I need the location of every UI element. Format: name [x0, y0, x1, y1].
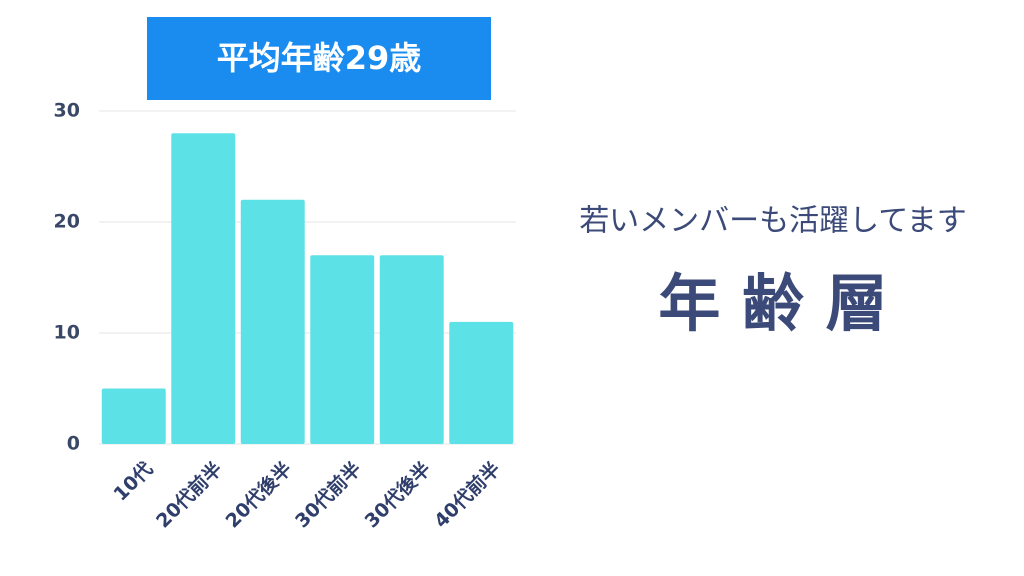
y-tick-label: 30 [54, 100, 80, 122]
x-tick-label: 20代後半 [221, 457, 296, 532]
annotation: 年 齢 層 [658, 267, 887, 340]
y-tick-label: 0 [67, 433, 80, 455]
y-tick-label: 10 [54, 322, 80, 344]
x-tick-label: 20代前半 [151, 457, 226, 532]
y-tick-label: 20 [54, 211, 80, 233]
bar [101, 388, 166, 444]
title-box [147, 17, 491, 100]
x-tick-label: 30代後半 [360, 457, 435, 532]
annotation: 若いメンバーも活躍してます [579, 204, 967, 239]
x-tick-label: 10代 [109, 458, 157, 506]
bar [449, 321, 514, 444]
chart-title: 平均年齢29歳 [217, 39, 422, 77]
bar [379, 255, 444, 444]
x-tick-label: 40代前半 [429, 457, 504, 532]
bar [171, 133, 236, 444]
bar [310, 255, 375, 444]
bar [240, 199, 305, 444]
x-tick-label: 30代前半 [290, 457, 365, 532]
